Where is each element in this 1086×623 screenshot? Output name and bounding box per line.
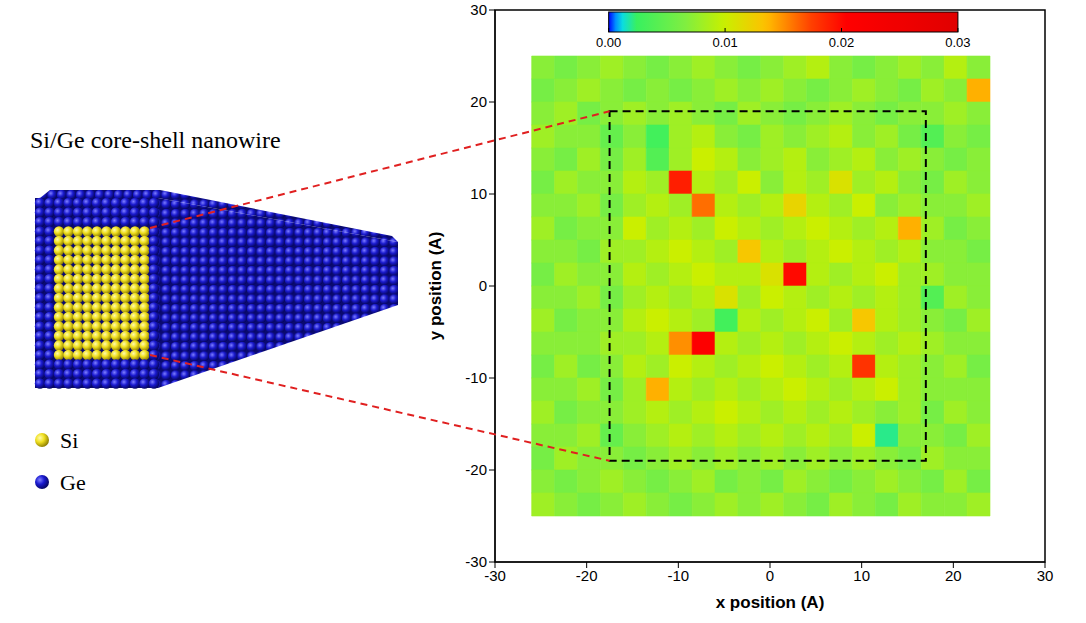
svg-text:-20: -20 [465, 461, 487, 478]
svg-text:-10: -10 [465, 369, 487, 386]
svg-text:20: 20 [945, 567, 962, 584]
svg-text:y position (A): y position (A) [426, 232, 445, 341]
svg-text:-10: -10 [667, 567, 689, 584]
svg-text:Si/Ge core-shell nanowire: Si/Ge core-shell nanowire [30, 127, 281, 153]
svg-text:0.02: 0.02 [829, 35, 854, 50]
svg-text:-30: -30 [484, 567, 506, 584]
svg-text:Si: Si [60, 428, 78, 453]
svg-text:-20: -20 [576, 567, 598, 584]
svg-text:30: 30 [1037, 567, 1054, 584]
svg-text:0.03: 0.03 [945, 35, 970, 50]
svg-text:Ge: Ge [60, 470, 86, 495]
svg-text:-30: -30 [465, 553, 487, 570]
svg-text:10: 10 [470, 185, 487, 202]
svg-text:x position (A): x position (A) [716, 593, 825, 612]
svg-text:0.01: 0.01 [712, 35, 737, 50]
svg-text:0.00: 0.00 [596, 35, 621, 50]
svg-text:20: 20 [470, 93, 487, 110]
svg-text:10: 10 [853, 567, 870, 584]
svg-text:30: 30 [470, 1, 487, 18]
svg-text:0: 0 [479, 277, 487, 294]
svg-text:0: 0 [766, 567, 774, 584]
